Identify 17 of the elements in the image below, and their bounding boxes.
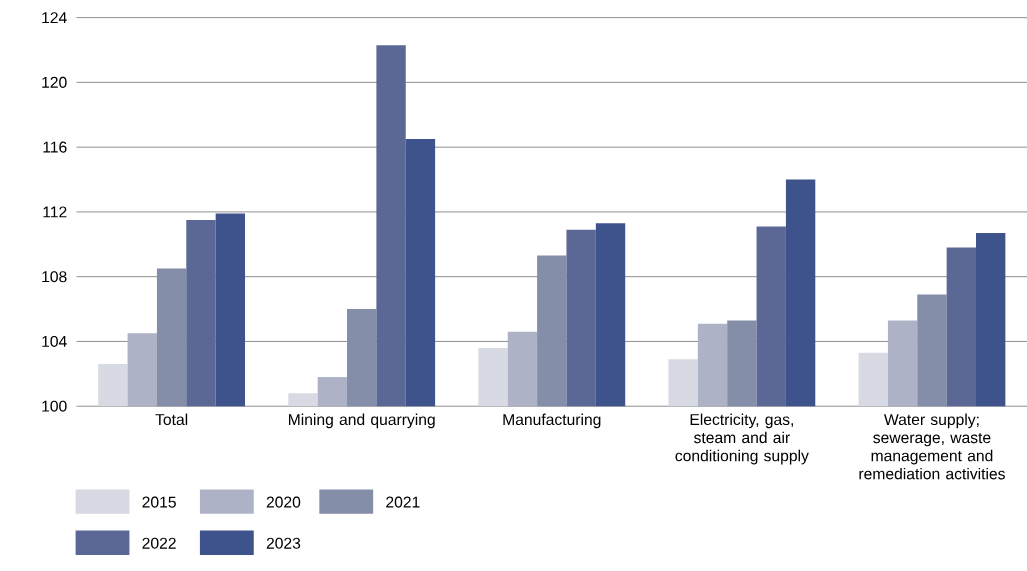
y-tick-label: 100 [42, 400, 67, 412]
y-tick-label: 108 [42, 271, 67, 283]
y-tick-label: 120 [42, 77, 67, 89]
x-tick-label: Electricity, gas, steam and air conditioning supply [675, 413, 809, 465]
y-tick-label: 116 [43, 141, 67, 153]
x-tick-label: Manufacturing [503, 413, 601, 429]
y-tick-label: 124 [42, 12, 67, 24]
legend-label: 2015 [142, 496, 176, 508]
x-tick-label: Mining and quarrying [288, 413, 435, 429]
y-tick-label: 112 [43, 206, 67, 218]
y-tick-label: 104 [42, 336, 67, 348]
legend-label: 2020 [266, 496, 301, 508]
legend-label: 2023 [266, 537, 301, 549]
legend-label: 2021 [386, 496, 420, 508]
legend-label: 2022 [142, 537, 176, 549]
x-tick-label: Total [155, 413, 188, 426]
x-tick-label: Water supply; sewerage, waste management and remediation activities [859, 413, 1005, 480]
